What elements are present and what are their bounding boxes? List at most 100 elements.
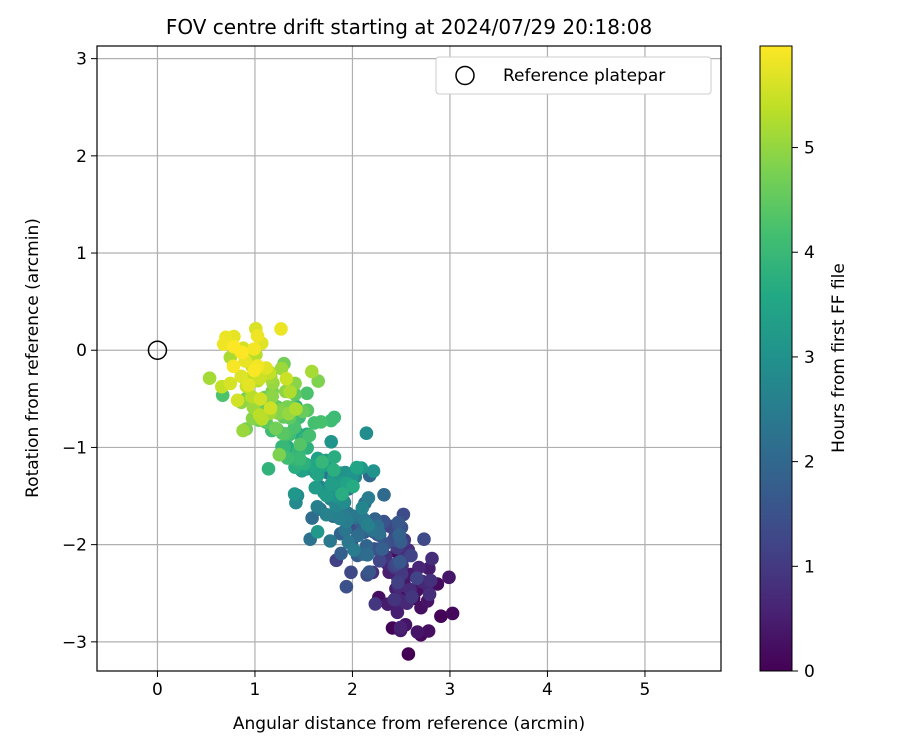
data-point	[305, 511, 319, 525]
data-point	[445, 606, 460, 621]
data-point	[261, 462, 276, 476]
data-point	[315, 455, 329, 469]
y-tick-label: −3	[62, 633, 87, 653]
data-point	[241, 378, 256, 392]
data-point	[319, 488, 334, 503]
chart-title: FOV centre drift starting at 2024/07/29 …	[166, 15, 652, 39]
data-point	[360, 548, 375, 562]
data-point	[274, 322, 288, 336]
data-point	[268, 421, 283, 436]
data-point	[247, 363, 261, 378]
data-point	[410, 625, 425, 639]
data-point	[308, 480, 323, 495]
data-point	[293, 452, 307, 466]
data-point	[305, 364, 319, 379]
data-point	[339, 579, 354, 594]
data-point	[226, 359, 241, 374]
data-point	[235, 345, 249, 360]
legend-label: Reference platepar	[503, 66, 665, 86]
x-tick-label: 4	[542, 680, 553, 700]
data-point	[410, 571, 424, 585]
data-point	[393, 555, 407, 569]
data-point	[405, 590, 419, 604]
data-point	[230, 393, 245, 408]
x-tick-label: 0	[152, 680, 163, 700]
data-point	[279, 372, 294, 386]
colorbar-tick-label: 0	[804, 662, 815, 682]
x-tick-label: 2	[347, 680, 358, 700]
data-point	[283, 385, 297, 399]
data-point	[323, 534, 338, 548]
data-point	[422, 587, 437, 602]
data-point	[359, 426, 374, 441]
data-point	[377, 488, 391, 502]
data-point	[314, 415, 328, 429]
reference-platepar-marker	[147, 340, 168, 360]
y-tick-label: 0	[76, 341, 87, 361]
data-point	[263, 401, 278, 415]
data-point	[293, 437, 308, 452]
colorbar-tick-label: 4	[804, 243, 815, 263]
data-point	[361, 518, 375, 532]
data-point	[442, 570, 456, 585]
legend-box	[435, 56, 712, 95]
data-point	[361, 491, 376, 505]
data-point	[310, 500, 325, 514]
colorbar-tick-label: 3	[804, 348, 815, 368]
data-point	[387, 592, 402, 607]
colorbar-ticks: 0 1 2 3 4 5	[792, 139, 815, 682]
x-tick-label: 1	[250, 680, 261, 700]
x-axis: 0 1 2 3 4 5	[152, 671, 650, 700]
data-point	[412, 560, 426, 575]
data-point	[425, 551, 439, 566]
y-tick-label: 1	[76, 244, 87, 264]
data-point	[319, 507, 334, 522]
colorbar-tick-label: 5	[804, 139, 815, 159]
data-point	[391, 515, 406, 530]
y-tick-label: −2	[62, 536, 87, 556]
data-point	[287, 487, 302, 501]
legend-marker-icon	[455, 65, 475, 86]
y-tick-label: 2	[76, 147, 87, 167]
data-point	[289, 402, 303, 416]
data-point	[272, 447, 287, 462]
data-point	[404, 548, 418, 563]
data-point	[247, 342, 261, 356]
colorbar-tick-label: 2	[804, 453, 815, 473]
data-point	[351, 528, 365, 543]
data-point	[423, 573, 438, 588]
data-point	[346, 479, 360, 494]
colorbar-label: Hours from first FF file	[829, 263, 849, 453]
data-point	[324, 435, 339, 449]
legend: Reference platepar	[435, 56, 712, 95]
plot-frame	[96, 45, 722, 672]
data-point	[202, 371, 217, 386]
data-point	[302, 428, 317, 443]
y-axis: −3 −2 −1 0 1 2 3	[62, 50, 97, 653]
data-point	[421, 624, 436, 638]
data-point	[355, 501, 370, 515]
data-point	[236, 423, 250, 438]
data-point	[335, 487, 349, 501]
scatter-points	[202, 321, 460, 661]
x-tick-label: 5	[640, 680, 651, 700]
colorbar: 0 1 2 3 4 5 Hours from first FF file	[759, 45, 849, 682]
data-point	[324, 413, 338, 428]
data-point	[347, 543, 361, 557]
x-axis-label: Angular distance from reference (arcmin)	[233, 714, 585, 734]
colorbar-tick-label: 1	[804, 557, 815, 577]
data-point	[393, 620, 408, 635]
data-point	[375, 542, 390, 556]
data-point	[350, 460, 364, 475]
data-point	[300, 386, 314, 401]
y-axis-label: Rotation from reference (arcmin)	[23, 218, 43, 498]
data-point	[265, 389, 280, 404]
data-point	[390, 605, 405, 620]
data-point	[274, 361, 289, 376]
data-point	[253, 392, 268, 406]
data-point	[223, 376, 238, 391]
data-point	[332, 511, 347, 526]
data-point	[344, 565, 358, 580]
data-point	[250, 329, 265, 343]
